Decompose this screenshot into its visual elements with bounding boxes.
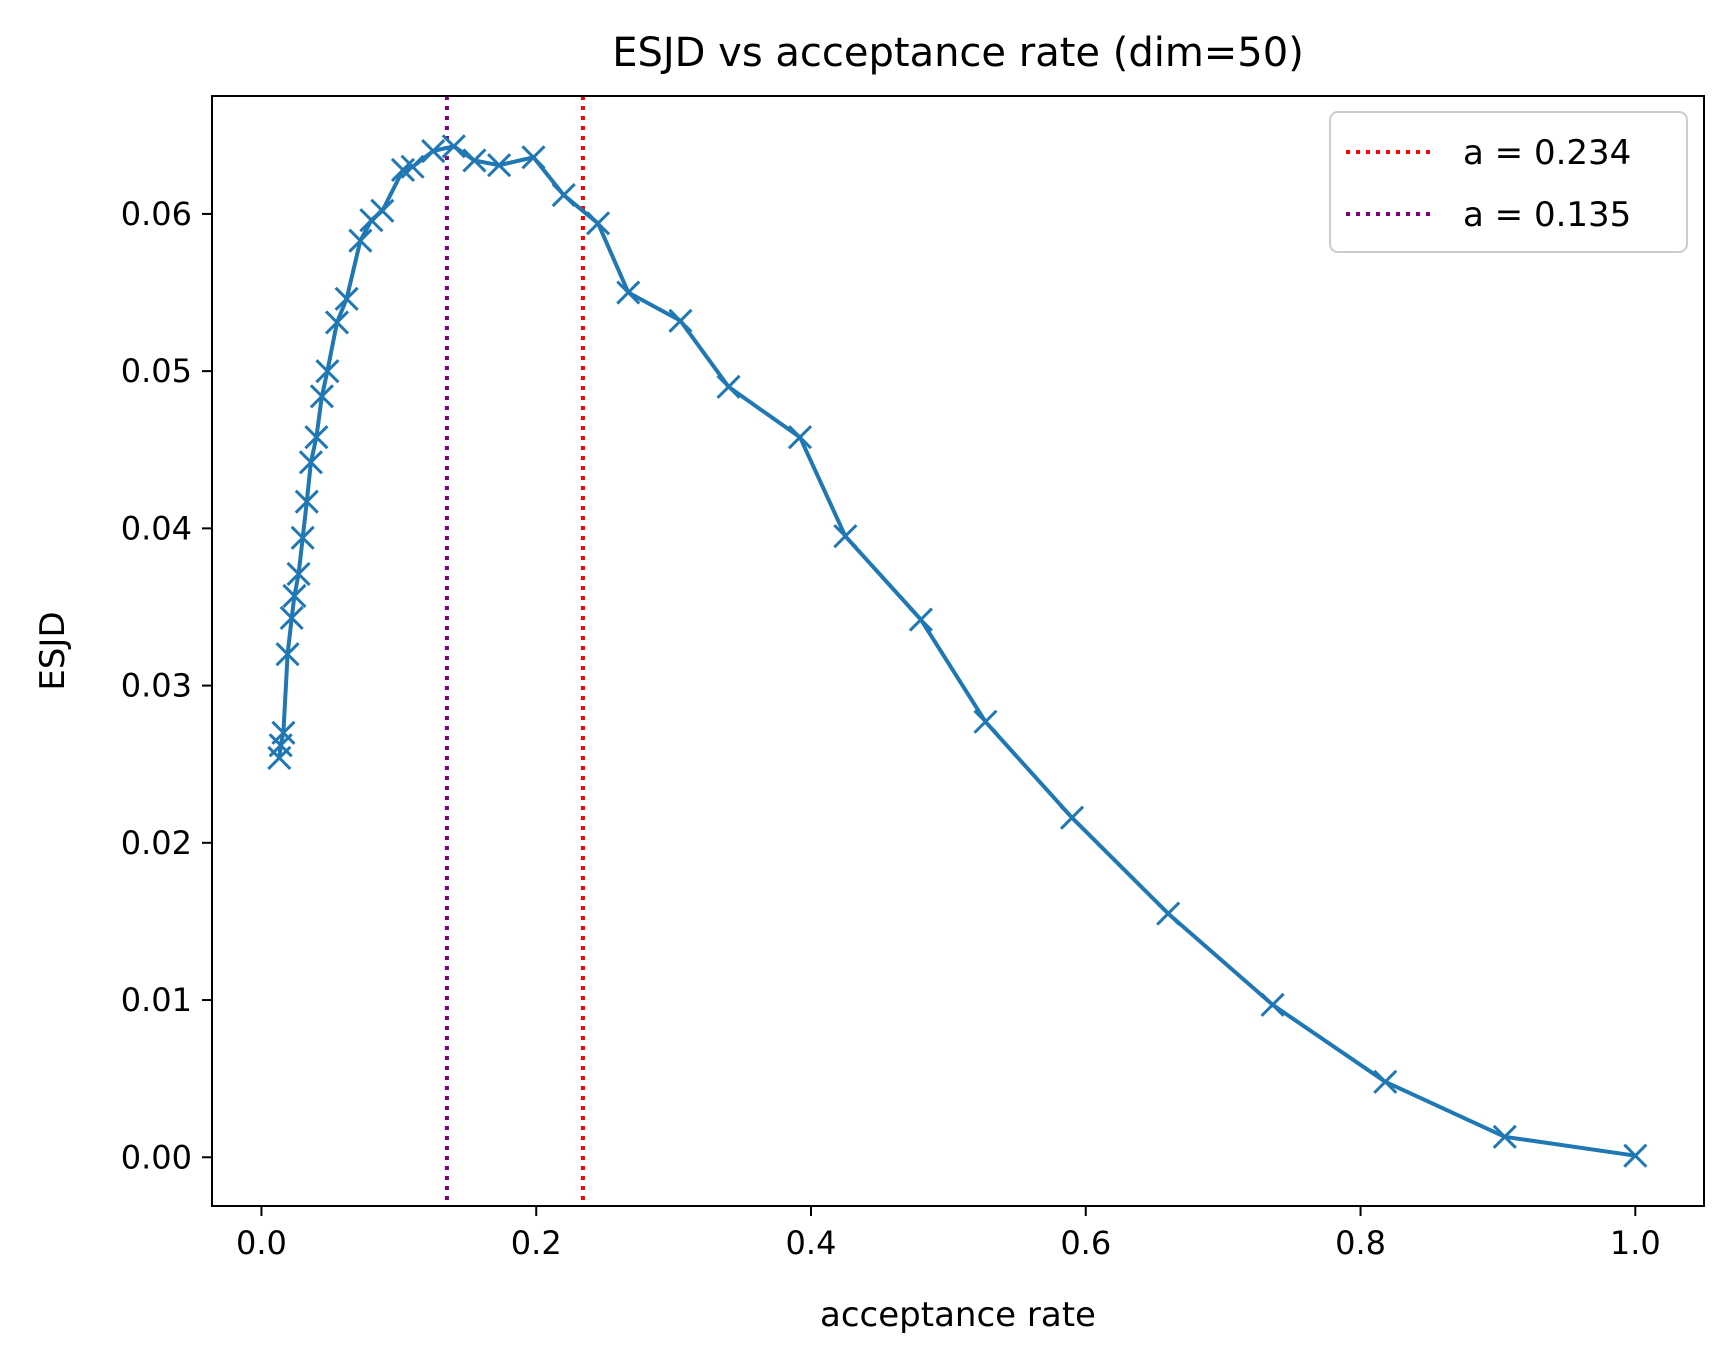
data-point-marker: [441, 134, 466, 159]
legend-box: [1329, 111, 1688, 253]
legend-label-a-0-135: a = 0.135: [1463, 195, 1631, 235]
data-point-marker: [298, 450, 323, 475]
data-point-marker: [324, 310, 350, 335]
legend-label-a-0-234: a = 0.234: [1463, 133, 1631, 173]
x-tick-label: 0.8: [1335, 1224, 1386, 1262]
data-point-marker: [315, 359, 340, 384]
y-tick-label: 0.05: [121, 352, 192, 390]
y-axis-label: ESJD: [33, 611, 73, 690]
data-point-marker: [616, 280, 641, 305]
plot-frame: [211, 95, 1705, 1207]
data-series: [267, 134, 1648, 1168]
data-point-marker: [973, 709, 998, 734]
x-tick-label: 1.0: [1610, 1224, 1661, 1262]
data-point-marker: [833, 524, 858, 549]
data-point-marker: [551, 182, 576, 208]
y-tick-label: 0.04: [121, 509, 192, 547]
data-point-marker: [421, 138, 446, 164]
data-point-marker: [521, 145, 546, 170]
x-tick-label: 0.0: [236, 1224, 287, 1262]
x-axis-ticks: 0.0 0.2 0.4 0.6 0.8 1.0: [236, 1206, 1661, 1262]
data-point-marker: [487, 153, 512, 178]
y-tick-label: 0.02: [121, 824, 192, 862]
y-tick-label: 0.03: [121, 667, 192, 705]
data-point-marker: [294, 489, 319, 514]
data-point-marker: [1156, 901, 1181, 926]
data-point-marker: [279, 605, 304, 631]
y-tick-label: 0.01: [121, 981, 192, 1019]
data-point-marker: [282, 583, 307, 609]
y-tick-label: 0.00: [121, 1138, 192, 1176]
data-point-marker: [304, 425, 329, 450]
x-axis-label: acceptance rate: [820, 1295, 1096, 1335]
data-point-marker: [1373, 1069, 1398, 1094]
data-point-marker: [585, 211, 611, 236]
data-point-marker: [286, 561, 311, 587]
y-tick-label: 0.06: [121, 195, 192, 233]
data-point-marker: [275, 642, 300, 667]
data-point-marker: [1623, 1143, 1648, 1168]
data-point-marker: [462, 148, 487, 173]
data-point-marker: [370, 198, 395, 223]
data-point-marker: [400, 154, 425, 179]
data-point-marker: [271, 720, 296, 745]
data-point-marker: [1260, 992, 1285, 1017]
data-point-marker: [334, 286, 359, 311]
x-tick-label: 0.6: [1060, 1224, 1111, 1262]
x-tick-label: 0.2: [511, 1224, 562, 1262]
chart-title: ESJD vs acceptance rate (dim=50): [612, 30, 1304, 76]
data-point-marker: [1492, 1124, 1517, 1149]
data-point-marker: [1059, 805, 1085, 830]
data-point-marker: [787, 425, 813, 450]
data-point-marker: [309, 384, 334, 409]
x-tick-label: 0.4: [786, 1224, 837, 1262]
y-axis-ticks: 0.00 0.01 0.02 0.03 0.04 0.05 0.06: [121, 195, 212, 1176]
data-point-marker: [290, 525, 315, 550]
data-point-marker: [668, 308, 693, 333]
plot-area: [267, 96, 1648, 1206]
data-point-marker: [908, 607, 933, 632]
series-line: [277, 144, 1636, 1158]
data-point-marker: [716, 374, 741, 399]
legend: a = 0.234 a = 0.135: [1329, 111, 1688, 253]
data-point-marker: [348, 228, 373, 253]
